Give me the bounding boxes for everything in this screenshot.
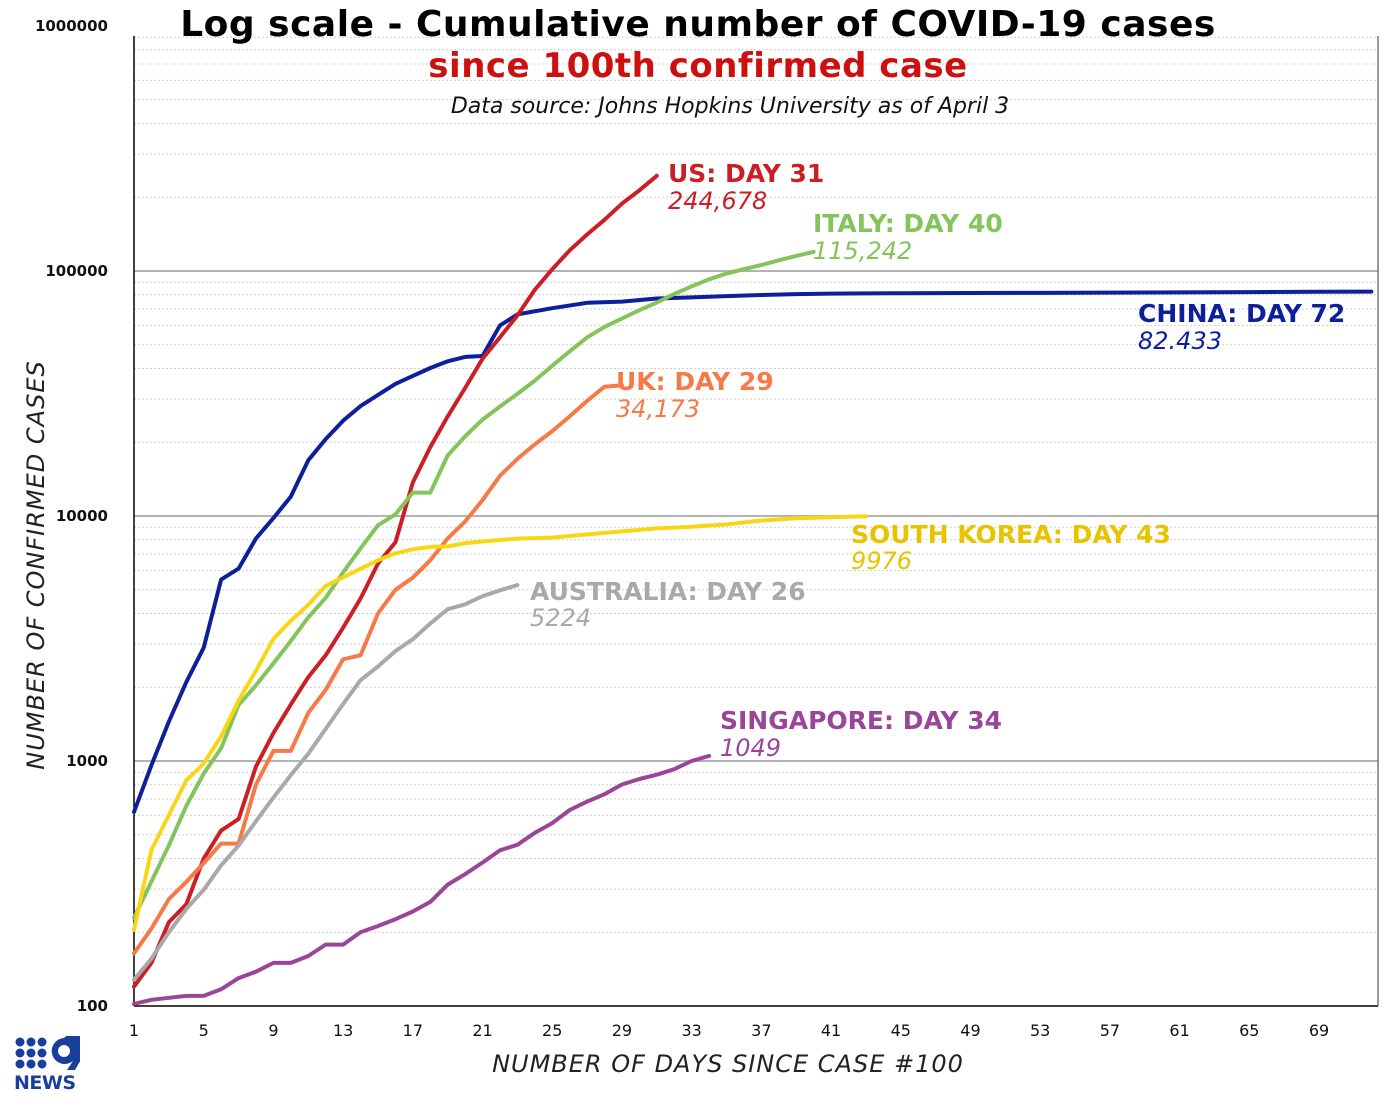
x-tick-label: 1 xyxy=(129,1021,139,1040)
series-line xyxy=(132,753,712,1006)
x-axis-label: NUMBER OF DAYS SINCE CASE #100 xyxy=(492,1050,964,1078)
x-tick-label: 45 xyxy=(891,1021,911,1040)
nine-news-logo: NEWS xyxy=(14,1036,84,1096)
y-tick-label: 100 xyxy=(77,997,108,1015)
series-end-value: 244,678 xyxy=(668,187,767,215)
series-end-value: 1049 xyxy=(720,734,781,762)
series-label: AUSTRALIA: DAY 26 xyxy=(530,577,806,606)
series-label: US: DAY 31 xyxy=(668,159,824,188)
x-tick-label: 61 xyxy=(1169,1021,1189,1040)
series-label: SOUTH KOREA: DAY 43 xyxy=(851,520,1171,549)
series-end-value: 34,173 xyxy=(616,395,700,423)
x-tick-label: 53 xyxy=(1030,1021,1050,1040)
series-end-value: 9976 xyxy=(851,547,912,575)
x-tick-label: 49 xyxy=(960,1021,980,1040)
series-label: SINGAPORE: DAY 34 xyxy=(720,706,1002,735)
news-wordmark: NEWS xyxy=(14,1072,76,1094)
y-tick-label: 1000 xyxy=(66,752,108,770)
chart-subtitle: since 100th confirmed case xyxy=(428,46,968,86)
series-label: UK: DAY 29 xyxy=(616,367,774,396)
series-end-value: 82.433 xyxy=(1138,327,1222,355)
x-tick-label: 29 xyxy=(612,1021,632,1040)
series-end-value: 115,242 xyxy=(813,237,912,265)
series-line xyxy=(132,289,1374,814)
series-label: ITALY: DAY 40 xyxy=(813,209,1003,238)
x-tick-label: 65 xyxy=(1239,1021,1259,1040)
x-tick-label: 21 xyxy=(472,1021,492,1040)
x-tick-label: 69 xyxy=(1309,1021,1329,1040)
x-tick-label: 25 xyxy=(542,1021,562,1040)
chart-title: Log scale - Cumulative number of COVID-1… xyxy=(180,4,1216,45)
series-line xyxy=(132,383,624,956)
nine-dots-logo-icon xyxy=(15,1036,80,1070)
x-tick-label: 41 xyxy=(821,1021,841,1040)
series-end-value: 5224 xyxy=(530,604,591,632)
x-tick-label: 57 xyxy=(1100,1021,1120,1040)
series-line xyxy=(132,583,520,982)
data-source-note: Data source: Johns Hopkins University as… xyxy=(450,94,1010,119)
x-tick-label: 5 xyxy=(199,1021,209,1040)
series-line xyxy=(132,249,816,920)
y-tick-label: 10000 xyxy=(56,507,108,525)
y-tick-label: 100000 xyxy=(45,262,108,280)
x-tick-label: 33 xyxy=(681,1021,701,1040)
x-tick-label: 9 xyxy=(268,1021,278,1040)
x-tick-label: 13 xyxy=(333,1021,353,1040)
series-line xyxy=(132,514,868,933)
x-tick-label: 37 xyxy=(751,1021,771,1040)
y-tick-label: 1000000 xyxy=(35,17,108,35)
x-tick-label: 17 xyxy=(403,1021,423,1040)
series-line xyxy=(132,173,659,989)
y-axis-label: NUMBER OF CONFIRMED CASES xyxy=(22,360,50,770)
series-label: CHINA: DAY 72 xyxy=(1138,299,1345,328)
